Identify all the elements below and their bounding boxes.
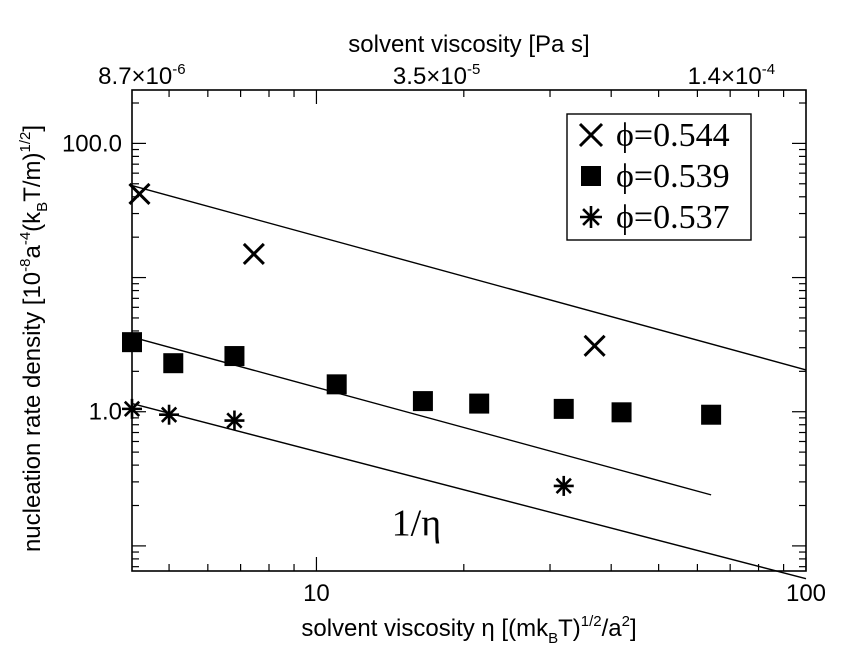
top-tick-label: 8.7×10-6 <box>98 61 185 90</box>
legend-label: ϕ=0.537 <box>616 199 730 236</box>
data-point-stroke <box>123 400 141 418</box>
data-point <box>583 334 606 357</box>
y-axis-title-part: T/m) <box>19 152 46 201</box>
top-axis-title: solvent viscosity [Pa s] <box>348 31 589 58</box>
data-point-stroke <box>583 334 606 357</box>
legend: ϕ=0.544 ϕ=0.539 ϕ=0.537 <box>566 113 752 241</box>
legend-marker <box>580 206 602 228</box>
y-axis-title: nucleation rate density [10-8a-4(kBT/m)1… <box>17 125 51 552</box>
top-tick-label: 1.4×10-4 <box>688 61 775 90</box>
x-axis-title-part: solvent viscosity η [(mk <box>301 615 549 642</box>
data-point <box>224 410 245 431</box>
fit-lines <box>131 184 807 580</box>
data-point-stroke <box>128 182 151 206</box>
fit-line <box>131 184 807 371</box>
y-axis-title-group: nucleation rate density [10-8a-4(kBT/m)1… <box>17 125 51 552</box>
data-point-shape <box>611 402 632 423</box>
x-axis-title: solvent viscosity η [(mkBT)1/2/a2] <box>301 613 636 647</box>
data-point <box>122 398 142 419</box>
data-point-shape <box>412 391 433 412</box>
legend-label: ϕ=0.544 <box>616 117 730 154</box>
y-axis-title-part: 1/2 <box>17 132 34 153</box>
data-point <box>224 346 245 367</box>
data-points <box>122 182 722 496</box>
y-axis-title-part: a <box>19 245 46 259</box>
y-tick-label: 100.0 <box>62 130 122 157</box>
data-point-shape <box>701 404 722 425</box>
data-point <box>122 332 142 353</box>
data-point <box>611 402 632 423</box>
x-axis-title-part: 2 <box>622 613 630 630</box>
annotation-label: 1/η <box>392 502 441 544</box>
legend-marker <box>578 122 604 148</box>
data-point-shape <box>553 398 574 419</box>
x-axis-title-part: ] <box>630 615 637 642</box>
data-point <box>553 398 574 419</box>
legend-marker-stroke <box>582 208 600 226</box>
top-tick-label-part: -4 <box>762 61 775 78</box>
data-point <box>469 393 490 414</box>
data-point <box>159 404 180 425</box>
y-axis-title-part: ] <box>19 125 46 132</box>
data-point-shape <box>469 393 490 414</box>
y-axis-title-part: -8 <box>17 259 34 272</box>
data-point-shape <box>122 332 142 353</box>
data-point <box>326 374 347 395</box>
data-point <box>242 242 265 265</box>
data-point-stroke <box>555 477 572 495</box>
x-axis-title-part: /a <box>602 615 623 642</box>
y-axis-title-part: -4 <box>17 232 34 245</box>
top-tick-label-part: 3.5×10 <box>393 63 467 90</box>
data-point-shape <box>224 346 245 367</box>
legend-marker-stroke <box>578 122 604 148</box>
y-tick-label: 1.0 <box>89 399 122 426</box>
legend-marker-shape <box>581 166 601 186</box>
top-tick-label-part: 8.7×10 <box>98 63 172 90</box>
x-axis-title-part: T) <box>558 615 581 642</box>
data-point-stroke <box>242 242 265 265</box>
data-point-shape <box>163 353 184 374</box>
x-axis-title-part: B <box>548 630 558 647</box>
data-point-stroke <box>160 406 178 423</box>
top-tick-label-part: -6 <box>172 61 185 78</box>
data-point-stroke <box>226 412 243 429</box>
top-tick-label: 3.5×10-5 <box>393 61 480 90</box>
y-axis-title-part: nucleation rate density [10 <box>19 272 46 552</box>
legend-marker <box>581 166 601 186</box>
data-point <box>128 182 151 206</box>
data-point <box>553 475 574 496</box>
y-axis-title-part: B <box>34 202 51 212</box>
top-tick-label-part: 1.4×10 <box>688 63 762 90</box>
fit-line <box>131 402 807 580</box>
y-axis-title-part: (k <box>19 211 46 232</box>
top-tick-label-part: -5 <box>467 61 480 78</box>
x-tick-label: 100 <box>786 580 826 607</box>
data-point-shape <box>326 374 347 395</box>
data-point <box>412 391 433 412</box>
x-axis-title-part: 1/2 <box>581 613 602 630</box>
legend-label: ϕ=0.539 <box>616 158 730 195</box>
data-point <box>163 353 184 374</box>
data-point <box>701 404 722 425</box>
x-tick-label: 10 <box>303 580 330 607</box>
